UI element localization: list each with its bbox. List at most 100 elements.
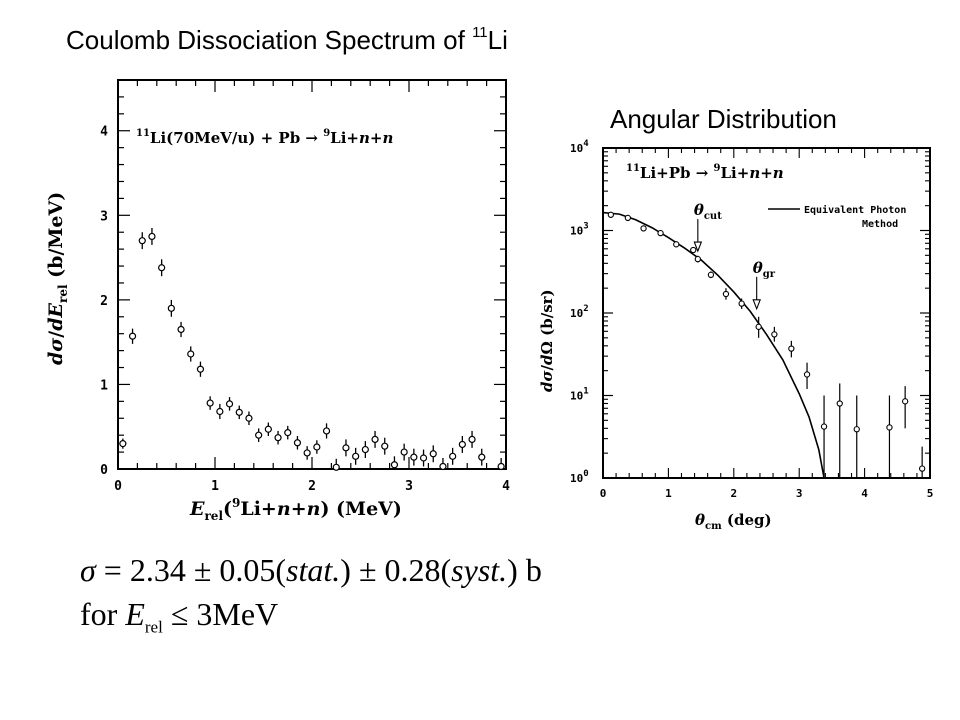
left-reaction-label: 11Li(70MeV/u) + Pb → 9Li+n+n [136, 128, 393, 147]
right-x-tick-label: 3 [796, 487, 803, 500]
left-y-axis-label: dσ/dErel (b/MeV) [45, 192, 70, 365]
left-data-point [245, 414, 253, 422]
right-data-point [738, 300, 745, 307]
left-y-tick-label: 1 [100, 378, 108, 393]
left-data-point [284, 429, 292, 437]
left-data-point [177, 325, 185, 334]
marker-label-cut: θcut [694, 201, 722, 222]
right-x-tick-label: 1 [665, 487, 672, 500]
formula-sigma: σ [80, 552, 96, 588]
energy-condition: for Erel ≤ 3MeV [80, 596, 278, 637]
left-data-point [352, 452, 360, 460]
left-data-point [390, 461, 399, 469]
left-data-point [468, 435, 476, 444]
formula-stat: stat. [286, 552, 341, 588]
left-data-point [119, 440, 127, 448]
left-data-point [322, 427, 331, 435]
right-data-point [694, 255, 701, 263]
right-plot-frame [602, 147, 931, 479]
left-data-point [497, 462, 505, 471]
right-y-tick-label: 102 [570, 304, 589, 320]
left-y-tick-label: 4 [100, 125, 108, 140]
angular-distribution-title: Angular Distribution [610, 104, 837, 134]
right-reaction-label: 11Li+Pb → 9Li+n+n [626, 163, 784, 182]
right-x-tick-label: 5 [927, 487, 934, 500]
condition-e: E [125, 596, 145, 632]
left-data-point [332, 463, 340, 471]
left-data-point [458, 440, 466, 449]
right-data-point [886, 424, 893, 431]
left-x-tick-label: 2 [308, 479, 316, 494]
right-data-point [657, 229, 664, 237]
right-data-points [607, 211, 926, 478]
right-data-point [690, 246, 697, 254]
right-axis-ticks [602, 147, 931, 479]
left-data-point [255, 431, 263, 439]
right-data-point [820, 423, 828, 430]
right-y-axis-label: dσ/dΩ (b/sr) [538, 289, 556, 392]
right-data-point [836, 400, 843, 407]
marker-label-gr: θgr [753, 259, 776, 280]
left-data-point [419, 454, 428, 462]
left-y-tick-label: 0 [100, 463, 108, 478]
right-data-point [607, 211, 614, 218]
left-x-tick-label: 4 [502, 479, 510, 494]
left-axis-ticks [117, 79, 507, 470]
right-data-point [624, 214, 632, 222]
right-data-point [803, 371, 811, 378]
right-data-point [673, 241, 680, 248]
right-data-point [788, 345, 795, 352]
right-data-point [919, 465, 926, 472]
left-y-tick-label: 3 [100, 209, 108, 224]
title-isotope-mass: 11 [472, 24, 488, 41]
left-data-point [371, 435, 379, 444]
right-data-point [640, 225, 647, 232]
left-data-point [216, 407, 224, 416]
marker-arrow-head [752, 299, 761, 311]
legend-label-line1: Equivalent Photon [804, 204, 906, 216]
right-data-point [853, 426, 860, 433]
right-legend: Equivalent Photon Method [768, 204, 906, 230]
left-data-point [381, 442, 389, 450]
title-text: Coulomb Dissociation Spectrum of [66, 25, 473, 55]
right-y-tick-label: 100 [570, 469, 589, 485]
condition-sub: rel [144, 617, 163, 637]
angle-markers: θcut θgr [693, 201, 776, 311]
right-y-tick-label: 104 [570, 139, 589, 155]
angular-distribution-chart: 0 1 2 3 4 5 100 101 102 103 104 θcut θgr 11Li+Pb → … [538, 139, 933, 532]
left-data-point [264, 425, 272, 433]
formula-mid: ) ± 0.28( [340, 552, 452, 588]
left-data-point [303, 449, 311, 457]
title-isotope-symbol: Li [487, 25, 508, 55]
right-x-tick-label: 4 [861, 487, 868, 500]
legend-label-line2: Method [862, 219, 898, 230]
right-data-point [707, 271, 715, 279]
left-tick-labels: 0 1 2 3 4 0 1 2 3 4 [100, 125, 510, 494]
right-x-axis-label: θcm (deg) [695, 511, 772, 532]
left-x-axis-label: Erel(9Li+n+n) (MeV) [189, 496, 402, 523]
cross-section-formula: σ = 2.34 ± 0.05(stat.) ± 0.28(syst.) b [80, 552, 542, 589]
left-data-point [410, 453, 418, 461]
right-data-point [771, 331, 778, 338]
left-data-point [293, 439, 302, 447]
left-data-point [148, 232, 156, 241]
left-data-point [196, 365, 205, 373]
formula-syst: syst. [451, 552, 508, 588]
left-data-point [138, 237, 146, 245]
left-data-point [274, 434, 282, 442]
left-data-points [119, 227, 505, 471]
left-data-point [235, 408, 243, 416]
condition-rest: ≤ 3MeV [162, 596, 279, 632]
left-data-point [429, 450, 437, 458]
left-data-point [167, 304, 175, 312]
equivalent-photon-curve [602, 211, 825, 479]
formula-end: ) b [507, 552, 542, 588]
left-data-point [128, 332, 137, 340]
right-data-point [722, 290, 730, 298]
slide-title: Coulomb Dissociation Spectrum of 11Li [66, 24, 508, 56]
left-data-point [342, 444, 350, 452]
right-y-tick-label: 101 [570, 387, 589, 403]
right-y-tick-label: 103 [570, 222, 589, 238]
